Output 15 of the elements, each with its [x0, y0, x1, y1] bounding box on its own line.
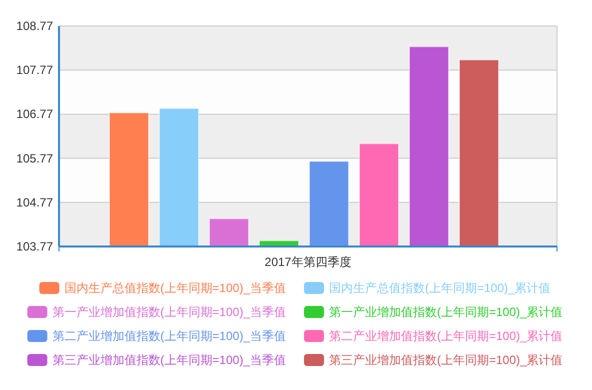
x-tick-label: 2017年第四季度 — [264, 255, 352, 269]
y-tick-label: 108.77 — [16, 19, 54, 33]
y-tick-label: 105.77 — [16, 151, 54, 166]
legend-label: 第三产业增加值指数(上年同期=100)_当季值 — [52, 353, 286, 367]
legend-label: 国内生产总值指数(上年同期=100)_累计值 — [329, 281, 551, 295]
y-tick-label: 106.77 — [16, 107, 54, 122]
y-tick-label: 104.77 — [16, 195, 54, 210]
legend-label: 第二产业增加值指数(上年同期=100)_当季值 — [52, 329, 286, 343]
legend-label: 第三产业增加值指数(上年同期=100)_累计值 — [329, 353, 563, 367]
y-tick-label: 103.77 — [16, 240, 54, 254]
legend-label: 第二产业增加值指数(上年同期=100)_累计值 — [329, 329, 563, 343]
legend-label: 国内生产总值指数(上年同期=100)_当季值 — [64, 281, 286, 295]
y-tick-label: 107.77 — [16, 63, 54, 78]
legend-label: 第一产业增加值指数(上年同期=100)_当季值 — [52, 305, 286, 319]
legend-label: 第一产业增加值指数(上年同期=100)_累计值 — [329, 305, 563, 319]
